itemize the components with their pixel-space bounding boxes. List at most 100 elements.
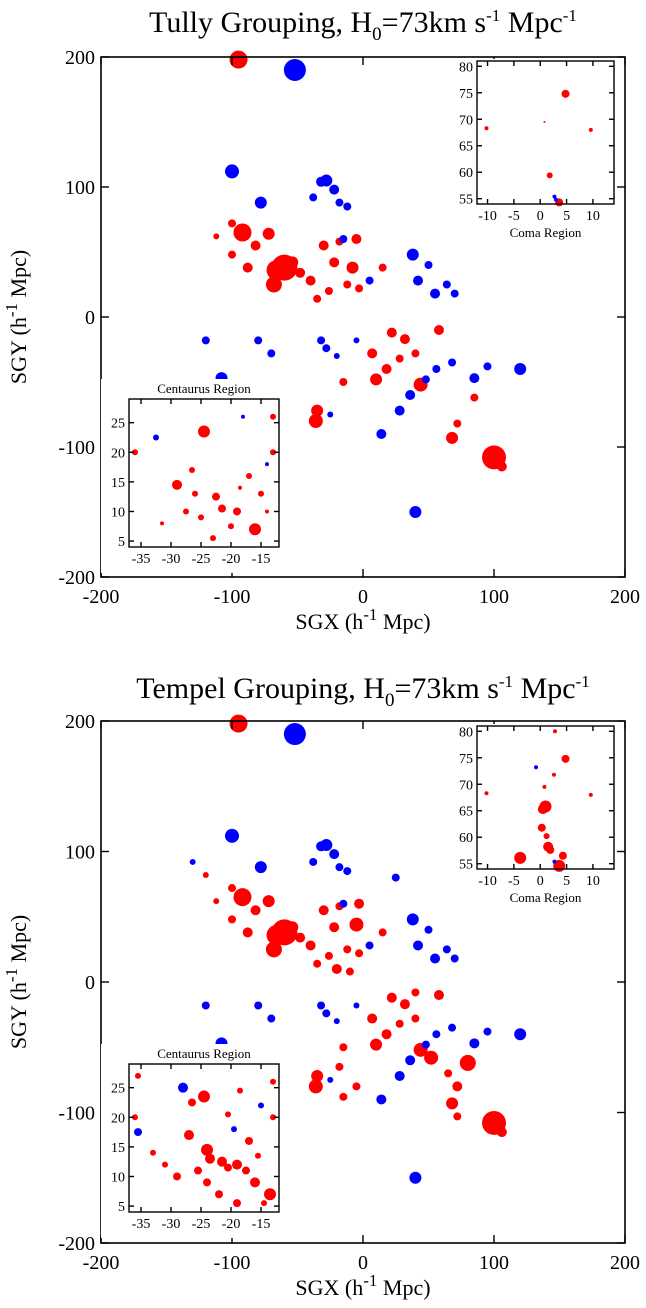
data-point-blue (365, 276, 374, 285)
data-point-red (250, 240, 261, 251)
inset-point-red (270, 1078, 276, 1085)
data-point-red (446, 431, 459, 444)
inset-point-red (514, 851, 527, 864)
y-axis-label: SGY (h-1 Mpc) (2, 915, 31, 1049)
x-tick-label: -200 (83, 586, 120, 608)
data-point-blue (406, 913, 419, 926)
inset-point-red (242, 1166, 250, 1175)
data-point-blue (430, 953, 441, 964)
chart-title: Tully Grouping, H0=73km s-1 Mpc-1 (149, 6, 577, 45)
data-point-red (411, 349, 420, 358)
data-point-red (229, 714, 248, 733)
x-tick-label: 100 (479, 586, 509, 608)
data-point-red (452, 1081, 463, 1092)
inset-point-red (198, 514, 204, 521)
inset-frame (128, 1063, 280, 1213)
data-point-red (331, 963, 342, 974)
data-point-blue (430, 288, 441, 299)
inset-y-tick-label: 5 (118, 535, 125, 550)
data-point-red (433, 325, 444, 335)
inset-point-red (228, 523, 234, 530)
data-point-blue (432, 1030, 441, 1039)
data-point-red (311, 1069, 324, 1082)
inset-point-red (543, 120, 546, 123)
data-point-red (339, 378, 348, 386)
inset-point-blue (134, 1128, 142, 1137)
data-point-red (367, 1013, 378, 1024)
inset-y-tick-label: 65 (459, 140, 473, 155)
inset-x-tick-label: 5 (563, 209, 570, 224)
data-point-blue (189, 858, 196, 865)
inset-point-red (588, 127, 593, 132)
y-axis-label: SGY (h-1 Mpc) (2, 250, 31, 384)
data-point-red (378, 928, 387, 937)
data-point-red (202, 871, 209, 878)
data-point-blue (469, 373, 480, 384)
data-point-red (250, 905, 261, 916)
data-point-red (311, 404, 324, 417)
inset-point-red (218, 504, 226, 513)
inset-point-red (198, 1090, 210, 1103)
inset-coma: -10 -5 0 5 10 55 60 65 70 75 80 Coma Region (443, 724, 616, 911)
data-point-red (233, 888, 252, 907)
inset-point-red (224, 1163, 232, 1172)
data-point-blue (254, 861, 267, 874)
data-point-red (399, 999, 410, 1010)
inset-point-red (212, 492, 220, 501)
x-tick-label: 0 (358, 1252, 368, 1274)
inset-x-tick-label: 10 (586, 874, 600, 889)
data-point-blue (394, 405, 405, 416)
data-point-blue (333, 353, 340, 359)
data-point-red (496, 461, 507, 472)
inset-point-red (215, 1190, 223, 1199)
inset-x-tick-label: -25 (192, 552, 211, 567)
x-tick-label: -200 (83, 1252, 120, 1274)
data-point-red (395, 354, 404, 363)
inset-point-red (150, 1149, 156, 1156)
data-point-blue (353, 1002, 360, 1009)
x-tick-label: 100 (479, 1252, 509, 1274)
data-point-blue (376, 429, 387, 439)
data-point-red (262, 895, 275, 908)
inset-y-tick-label: 5 (118, 1200, 125, 1215)
inset-x-tick-label: 0 (537, 209, 544, 224)
y-tick-label: 0 (85, 307, 95, 329)
data-point-blue (409, 1171, 422, 1184)
inset-point-red (160, 521, 164, 526)
inset-background (101, 379, 281, 573)
data-point-red (453, 419, 462, 428)
y-tick-label: -100 (58, 437, 95, 459)
inset-point-red (261, 1200, 267, 1207)
data-point-blue (469, 1038, 480, 1049)
inset-y-tick-label: 25 (111, 417, 125, 432)
data-point-blue (421, 375, 430, 384)
inset-x-tick-label: -5 (508, 874, 520, 889)
inset-point-red (210, 535, 216, 542)
inset-frame (476, 60, 615, 205)
data-point-blue (329, 184, 340, 195)
data-point-red (355, 284, 364, 293)
data-point-red (229, 50, 248, 69)
data-point-blue (335, 198, 344, 207)
inset-coma: -10 -5 0 5 10 55 60 65 70 75 80 Coma Region (443, 59, 616, 246)
data-point-red (354, 898, 365, 909)
data-point-red (378, 263, 387, 272)
y-tick-label: 100 (65, 177, 95, 199)
inset-point-red (484, 791, 489, 796)
data-point-red (433, 990, 444, 1001)
data-point-red (266, 925, 287, 946)
data-point-red (459, 1054, 476, 1071)
inset-y-tick-label: 80 (459, 725, 473, 740)
data-point-blue (335, 863, 344, 872)
inset-point-red (232, 1159, 242, 1170)
inset-points (484, 729, 593, 872)
inset-point-red (537, 823, 546, 832)
data-point-red (329, 922, 340, 933)
y-tick-label: -100 (58, 1103, 95, 1125)
data-point-red (308, 414, 323, 428)
y-tick-label: 100 (65, 842, 95, 864)
inset-y-tick-label: 20 (111, 446, 125, 461)
inset-point-red (484, 126, 489, 131)
data-point-red (318, 905, 329, 916)
data-point-red (470, 393, 479, 402)
